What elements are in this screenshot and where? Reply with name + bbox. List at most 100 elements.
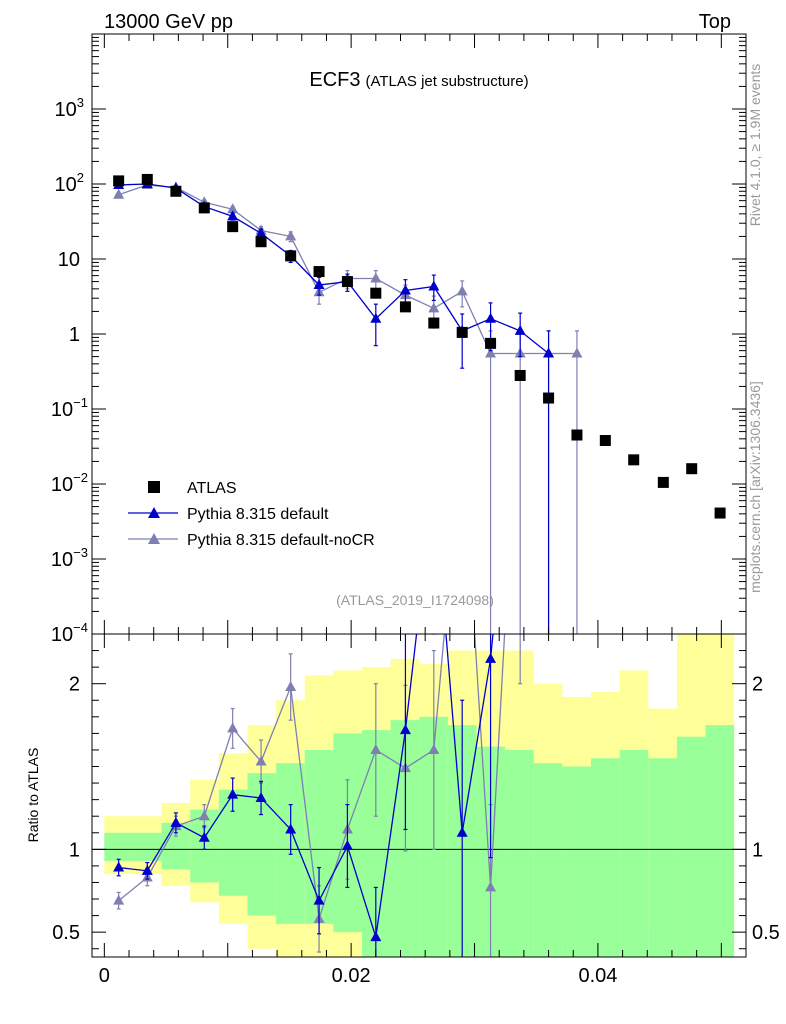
pythia-nocr-point [227, 203, 239, 214]
pythia-nocr-point [113, 188, 125, 199]
atlas-point [399, 301, 411, 313]
atlas-point [657, 476, 669, 488]
ratio-pythia-default-point [198, 831, 210, 842]
pythia-default-point [370, 312, 382, 323]
chart-subtitle: (ATLAS jet substructure) [366, 73, 529, 90]
y-tick-label: 103 [55, 95, 84, 121]
atlas-point [370, 287, 382, 299]
atlas-point [113, 175, 125, 187]
pythia-default-line [118, 183, 549, 354]
ratio-y-tick-label: 0.5 [52, 922, 80, 944]
legend-label-atlas: ATLAS [187, 480, 237, 497]
ratio-pythia-default-point [313, 894, 325, 905]
atlas-point [628, 454, 640, 466]
ratio-y-tick-label-right: 1 [752, 839, 763, 861]
ratio-pythia-default-point [370, 931, 382, 942]
pythia-nocr-point [428, 302, 440, 313]
band-green-bin [132, 832, 162, 861]
ratio-pythia-nocr-point [285, 681, 297, 692]
band-green-bin [104, 832, 133, 861]
ratio-pythia-default-point [170, 816, 182, 827]
pythia-default-point [399, 284, 411, 295]
atlas-point [543, 392, 555, 404]
ratio-y-tick-label-right: 2 [752, 674, 763, 696]
pythia-nocr-point [485, 347, 497, 358]
band-green-bin [591, 758, 620, 957]
band-green-bin [705, 725, 735, 957]
ratio-pythia-default-point [255, 791, 267, 802]
ratio-y-tick-label: 1 [69, 839, 80, 861]
atlas-point [313, 266, 325, 278]
ratio-pythia-nocr-point [428, 743, 440, 754]
ratio-y-tick-label: 2 [69, 674, 80, 696]
ratio-pythia-nocr-point [227, 722, 239, 733]
x-tick-label: 0.02 [332, 965, 371, 987]
atlas-point [599, 435, 611, 447]
y-tick-label: 102 [55, 170, 84, 196]
ratio-y-tick-label-right: 0.5 [752, 922, 780, 944]
header-left: 13000 GeV pp [104, 11, 233, 33]
band-green-bin [619, 749, 649, 957]
ratio-pythia-default-point [227, 788, 239, 799]
atlas-point [141, 173, 153, 185]
pythia-default-point [485, 312, 497, 323]
band-green-bin [505, 749, 534, 957]
ratio-plot-panel: 0 0.02 0.04 0.5 0.5 1 1 2 2 [52, 633, 780, 987]
legend-label-pythia-default: Pythia 8.315 default [187, 506, 329, 523]
band-green-bin [533, 763, 563, 957]
atlas-point [227, 221, 239, 233]
atlas-point [198, 202, 210, 214]
atlas-point [714, 507, 726, 519]
y-tick-label: 10−2 [51, 470, 88, 496]
y-tick-label: 1 [69, 324, 80, 346]
chart-title-main: ECF3 [309, 69, 360, 91]
y-tick-label: 10−4 [51, 620, 88, 646]
ratio-y-axis-label: Ratio to ATLAS [25, 748, 41, 843]
legend-marker-pythia-nocr [148, 533, 160, 544]
chart-title: ECF3 (ATLAS jet substructure) [309, 69, 528, 91]
band-green-bin [676, 736, 706, 957]
legend: ATLAS Pythia 8.315 default Pythia 8.315 … [128, 480, 375, 549]
legend-label-pythia-nocr: Pythia 8.315 default-noCR [187, 532, 375, 549]
analysis-label: (ATLAS_2019_I1724098) [336, 592, 494, 608]
y-tick-label: 10−1 [51, 395, 88, 421]
atlas-point [514, 369, 526, 381]
pythia-nocr-point [370, 272, 382, 283]
x-tick-label: 0.04 [578, 965, 617, 987]
ratio-pythia-default-point [485, 652, 497, 663]
band-green-bin [648, 758, 677, 957]
atlas-point [170, 185, 182, 197]
band-green-bin [562, 766, 592, 957]
header-right: Top [699, 11, 731, 33]
pythia-default-point [428, 280, 440, 291]
atlas-point [485, 337, 497, 349]
ratio-pythia-default-point [456, 826, 468, 837]
ratio-pythia-default-point [285, 823, 297, 834]
pythia-default-point [543, 347, 555, 358]
pythia-default-point [227, 210, 239, 221]
ratio-pythia-nocr-point [485, 881, 497, 892]
ratio-pythia-nocr-point [113, 894, 125, 905]
pythia-nocr-point [571, 347, 583, 358]
y-tick-label: 10 [58, 249, 80, 271]
x-tick-label: 0 [99, 965, 110, 987]
rivet-label: Rivet 4.1.0, ≥ 1.9M events [747, 64, 763, 227]
pythia-nocr-point [456, 285, 468, 296]
atlas-point [341, 276, 353, 288]
atlas-point [428, 317, 440, 329]
pythia-default-point [514, 324, 526, 335]
legend-marker-atlas [148, 481, 160, 493]
ratio-pythia-default-point [341, 840, 353, 851]
y-tick-label: 10−3 [51, 545, 88, 571]
atlas-point [686, 463, 698, 475]
pythia-default-point [313, 279, 325, 290]
atlas-point [255, 236, 267, 248]
atlas-point [571, 429, 583, 441]
legend-marker-pythia-default [148, 507, 160, 518]
atlas-point [285, 250, 297, 262]
atlas-point [456, 326, 468, 338]
pythia-nocr-point [285, 230, 297, 241]
pythia-default-point [255, 227, 267, 238]
mcplots-label: mcplots.cern.ch [arXiv:1306.3436] [747, 381, 763, 593]
